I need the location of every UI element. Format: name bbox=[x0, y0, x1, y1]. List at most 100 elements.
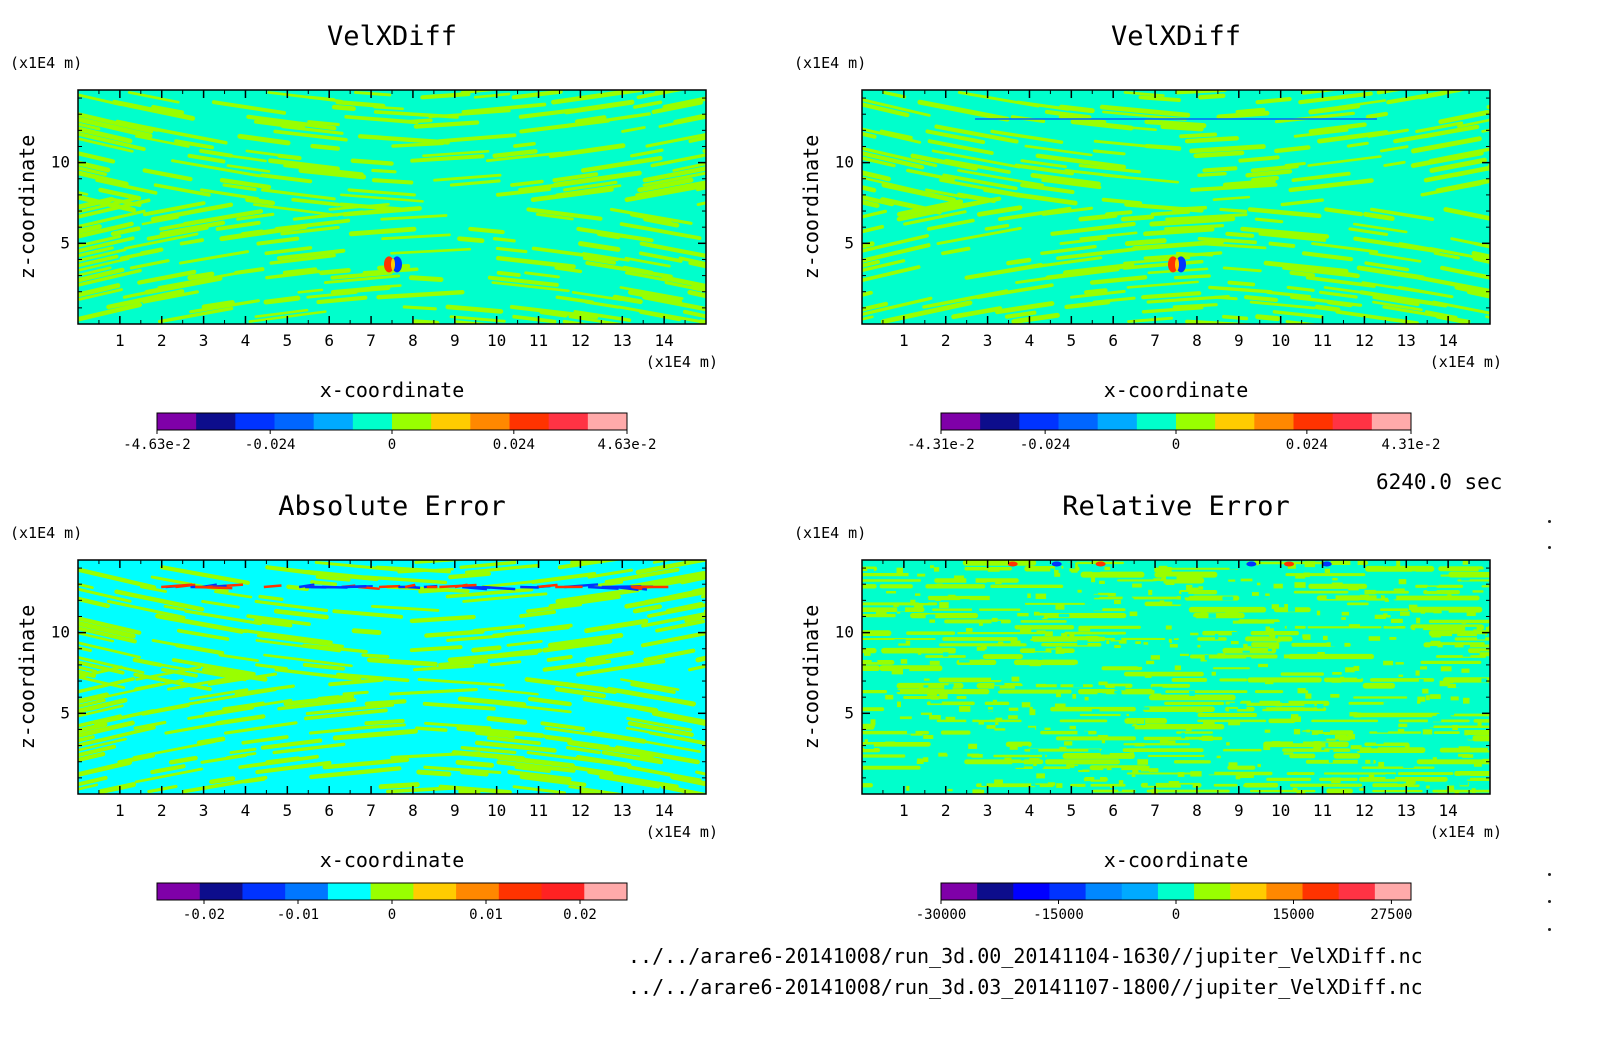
field-speckle bbox=[1106, 640, 1109, 644]
field-speckle bbox=[1420, 666, 1427, 669]
colorbar-swatch bbox=[1372, 413, 1412, 430]
field-stripe bbox=[366, 721, 402, 723]
field-speckle bbox=[1442, 611, 1449, 615]
field-speckle bbox=[1340, 677, 1344, 679]
field-speckle bbox=[959, 706, 970, 712]
field-stripe bbox=[711, 209, 781, 225]
colorbar-swatch bbox=[328, 883, 371, 900]
colorbar-swatch bbox=[1019, 413, 1059, 430]
colorbar-tick-label: 4.63e-2 bbox=[597, 437, 656, 453]
field-speckle bbox=[1190, 588, 1199, 592]
field-speckle bbox=[1158, 765, 1170, 768]
field-speckle bbox=[1304, 612, 1313, 617]
field-stripe bbox=[1176, 276, 1210, 278]
field-speckle bbox=[1460, 775, 1470, 779]
field-speckle bbox=[1191, 572, 1198, 574]
field-speckle bbox=[1433, 613, 1437, 618]
field-speckle bbox=[1317, 611, 1320, 616]
field-speckle bbox=[1437, 714, 1443, 719]
field-speckle bbox=[1473, 590, 1484, 592]
field-stripe bbox=[1187, 138, 1237, 141]
field-speckle bbox=[1148, 782, 1156, 786]
edge-spot bbox=[1246, 562, 1256, 567]
field-speckle bbox=[1180, 654, 1189, 656]
field-speckle bbox=[1085, 602, 1093, 605]
decorative-dot bbox=[1548, 928, 1551, 931]
colorbar-swatch bbox=[413, 883, 456, 900]
field-speckle bbox=[1175, 665, 1181, 670]
field-stripe bbox=[715, 694, 784, 710]
field-speckle bbox=[1207, 771, 1214, 774]
colorbar-swatch bbox=[1086, 883, 1123, 900]
field-speckle bbox=[1412, 571, 1416, 577]
field-speckle bbox=[979, 621, 983, 626]
field-speckle bbox=[1233, 660, 1236, 663]
field-speckle bbox=[1258, 616, 1265, 619]
field-speckle bbox=[1386, 624, 1396, 627]
field-speckle bbox=[893, 698, 903, 701]
field-stripe bbox=[1246, 297, 1276, 300]
x-axis-label: x-coordinate bbox=[1104, 848, 1249, 872]
colorbar-tick-label: -0.01 bbox=[277, 907, 319, 923]
field-speckle bbox=[1248, 731, 1259, 733]
field-speckle bbox=[922, 707, 926, 710]
field-speckle bbox=[1464, 730, 1473, 735]
edge-spot bbox=[1284, 562, 1294, 567]
field-speckle bbox=[1398, 729, 1404, 732]
field-speckle bbox=[892, 669, 903, 675]
field-speckle bbox=[1202, 736, 1213, 741]
field-speckle bbox=[1236, 775, 1241, 779]
field-speckle bbox=[1063, 563, 1075, 569]
field-speckle bbox=[1229, 564, 1236, 569]
field-speckle bbox=[893, 604, 899, 607]
field-speckle bbox=[1092, 656, 1099, 660]
field-stripe bbox=[211, 779, 232, 782]
field-speckle bbox=[1169, 636, 1177, 639]
field-stripe bbox=[474, 648, 500, 651]
field-stripe bbox=[1221, 209, 1246, 211]
field-speckle bbox=[939, 602, 949, 608]
field-speckle bbox=[895, 721, 905, 726]
field-speckle bbox=[998, 641, 1003, 644]
field-speckle bbox=[1217, 653, 1225, 658]
x-tick-label: 6 bbox=[324, 801, 334, 820]
field-speckle bbox=[1074, 766, 1082, 770]
field-speckle bbox=[1452, 634, 1457, 637]
field-speckle bbox=[988, 751, 1000, 754]
field-speckle bbox=[1231, 641, 1239, 644]
chart-title: Absolute Error bbox=[278, 491, 506, 522]
y-unit-label: (x1E4 m) bbox=[794, 524, 866, 542]
field-speckle bbox=[1033, 761, 1036, 766]
field-speckle bbox=[1441, 575, 1450, 577]
field-speckle bbox=[1138, 754, 1142, 756]
x-tick-label: 9 bbox=[450, 331, 460, 350]
field-speckle bbox=[923, 735, 933, 739]
field-speckle bbox=[1036, 630, 1045, 633]
field-speckle bbox=[1101, 750, 1110, 755]
field-speckle bbox=[1395, 662, 1403, 664]
x-tick-label: 5 bbox=[283, 331, 293, 350]
field-speckle bbox=[1160, 740, 1168, 744]
field-speckle bbox=[1427, 587, 1436, 591]
field-speckle bbox=[1181, 785, 1193, 790]
field-speckle bbox=[1152, 687, 1162, 690]
field-speckle bbox=[1257, 583, 1260, 586]
field-speckle bbox=[991, 674, 1001, 680]
field-speckle bbox=[1048, 782, 1055, 785]
x-tick-label: 9 bbox=[1234, 331, 1244, 350]
x-tick-label: 6 bbox=[1108, 801, 1118, 820]
field-speckle bbox=[1381, 641, 1386, 645]
x-tick-label: 8 bbox=[1192, 331, 1202, 350]
field-speckle bbox=[1433, 610, 1442, 613]
field-stripe bbox=[1086, 290, 1105, 292]
field-speckle bbox=[927, 690, 937, 696]
x-tick-label: 1 bbox=[115, 801, 125, 820]
field-speckle bbox=[918, 653, 921, 655]
field-speckle bbox=[1252, 592, 1259, 596]
field-speckle bbox=[1216, 759, 1224, 763]
field-speckle bbox=[1012, 677, 1020, 682]
colorbar-tick-label: 27500 bbox=[1370, 907, 1412, 923]
